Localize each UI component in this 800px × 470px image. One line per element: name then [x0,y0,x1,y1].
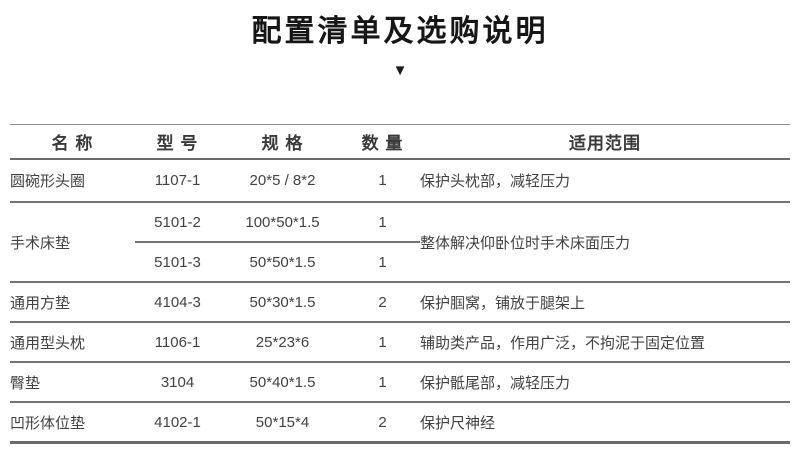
cell-qty: 1 [345,159,420,203]
table-row-merged-top: 手术床垫 5101-2 100*50*1.5 1 整体解决仰卧位时手术床面压力 [10,202,790,283]
cell-qty: 1 [345,242,420,283]
cell-scope: 保护尺神经 [420,402,790,444]
table-row: 通用方垫 4104-3 50*30*1.5 2 保护腘窝，铺放于腿架上 [10,282,790,323]
cell-spec: 50*50*1.5 [220,242,345,283]
cell-model: 4102-1 [135,402,220,444]
col-header-spec: 规 格 [220,124,345,160]
config-table: 名 称 型 号 规 格 数 量 适用范围 圆碗形头圈 1107-1 20*5 /… [10,124,790,444]
cell-spec: 100*50*1.5 [220,202,345,243]
cell-model: 5101-2 [135,202,220,243]
cell-spec: 50*30*1.5 [220,282,345,323]
col-header-scope: 适用范围 [420,124,790,160]
table-row: 通用型头枕 1106-1 25*23*6 1 辅助类产品，作用广泛，不拘泥于固定… [10,322,790,363]
triangle-down-icon: ▼ [392,62,408,79]
cell-model: 3104 [135,362,220,403]
cell-scope: 保护头枕部，减轻压力 [420,159,790,203]
cell-spec: 20*5 / 8*2 [220,159,345,203]
cell-name-merged: 手术床垫 [10,202,135,283]
cell-qty: 1 [345,322,420,363]
cell-scope: 辅助类产品，作用广泛，不拘泥于固定位置 [420,322,790,363]
cell-model: 5101-3 [135,242,220,283]
cell-model: 1106-1 [135,322,220,363]
cell-scope: 保护腘窝，铺放于腿架上 [420,282,790,323]
cell-name: 通用型头枕 [10,322,135,363]
cell-spec: 50*15*4 [220,402,345,444]
cell-spec: 25*23*6 [220,322,345,363]
cell-name: 通用方垫 [10,282,135,323]
cell-spec: 50*40*1.5 [220,362,345,403]
header-row: 名 称 型 号 规 格 数 量 适用范围 [10,124,790,160]
cell-qty: 1 [345,202,420,243]
cell-qty: 1 [345,362,420,403]
table-row: 凹形体位垫 4102-1 50*15*4 2 保护尺神经 [10,402,790,444]
table-row: 臀垫 3104 50*40*1.5 1 保护骶尾部，减轻压力 [10,362,790,403]
cell-name: 臀垫 [10,362,135,403]
cell-qty: 2 [345,402,420,444]
page: 配置清单及选购说明 ▼ 名 称 型 号 规 格 数 量 适用范围 圆碗形头圈 1… [0,14,800,470]
cell-scope: 保护骶尾部，减轻压力 [420,362,790,403]
col-header-name: 名 称 [10,124,135,160]
cell-model: 4104-3 [135,282,220,323]
cell-name: 凹形体位垫 [10,402,135,444]
cell-model: 1107-1 [135,159,220,203]
col-header-qty: 数 量 [345,124,420,160]
table-row-merged-bottom: 5101-3 50*50*1.5 1 [10,242,790,283]
table-row: 圆碗形头圈 1107-1 20*5 / 8*2 1 保护头枕部，减轻压力 [10,159,790,203]
page-title: 配置清单及选购说明 [251,15,549,48]
cell-qty: 2 [345,282,420,323]
col-header-model: 型 号 [135,124,220,160]
cell-name: 圆碗形头圈 [10,159,135,203]
cell-scope-merged: 整体解决仰卧位时手术床面压力 [420,202,790,283]
